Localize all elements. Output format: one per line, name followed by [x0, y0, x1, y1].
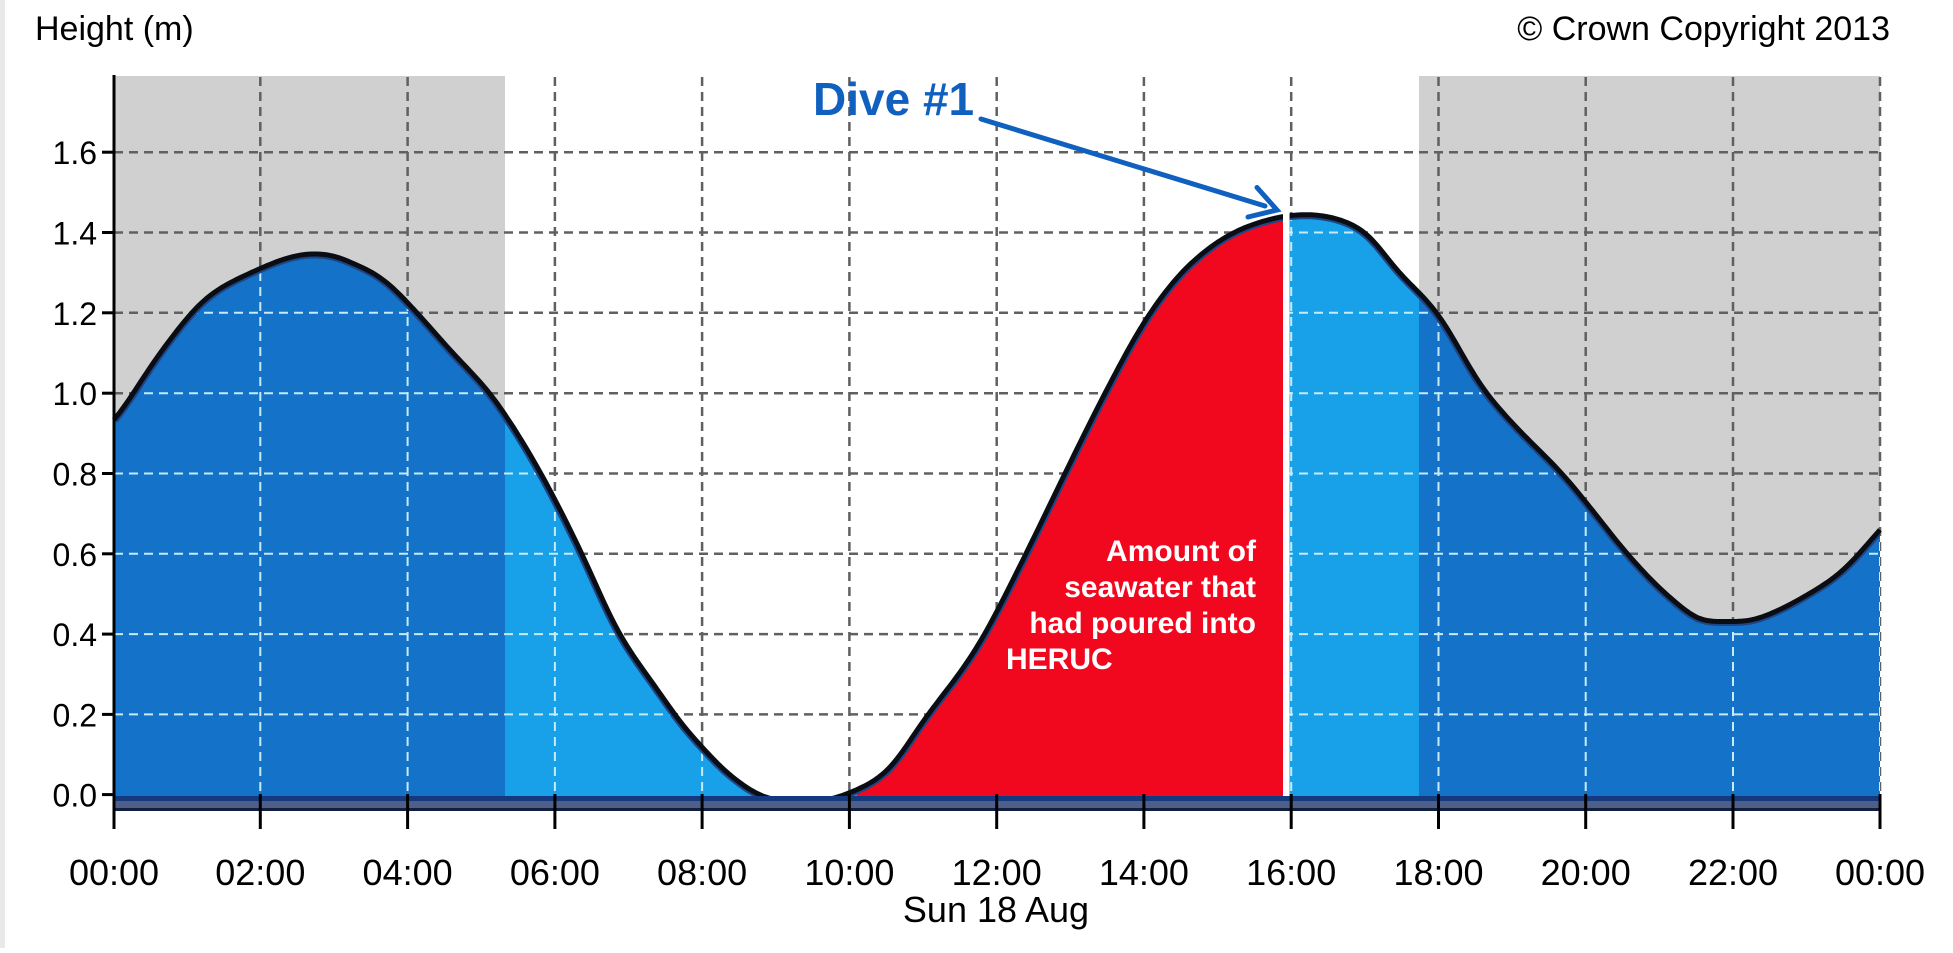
svg-text:1.4: 1.4 — [53, 216, 97, 252]
svg-text:had poured into: had poured into — [1029, 607, 1256, 640]
svg-text:14:00: 14:00 — [1099, 852, 1189, 893]
svg-text:HERUC: HERUC — [1006, 643, 1113, 676]
svg-text:00:00: 00:00 — [69, 852, 159, 893]
svg-text:1.0: 1.0 — [53, 376, 97, 412]
svg-text:Amount of: Amount of — [1106, 535, 1257, 568]
svg-text:1.2: 1.2 — [53, 296, 97, 332]
svg-text:08:00: 08:00 — [657, 852, 747, 893]
svg-text:16:00: 16:00 — [1246, 852, 1336, 893]
svg-text:Dive #1: Dive #1 — [813, 73, 974, 125]
svg-text:0.6: 0.6 — [53, 537, 97, 573]
svg-text:10:00: 10:00 — [804, 852, 894, 893]
svg-text:00:00: 00:00 — [1835, 852, 1925, 893]
svg-text:22:00: 22:00 — [1688, 852, 1778, 893]
svg-text:1.6: 1.6 — [53, 135, 97, 171]
svg-text:06:00: 06:00 — [510, 852, 600, 893]
svg-text:Height (m): Height (m) — [35, 10, 194, 48]
svg-text:12:00: 12:00 — [952, 852, 1042, 893]
svg-text:20:00: 20:00 — [1541, 852, 1631, 893]
svg-text:seawater that: seawater that — [1064, 571, 1256, 604]
svg-text:0.4: 0.4 — [53, 617, 97, 653]
svg-text:0.2: 0.2 — [53, 697, 97, 733]
svg-text:Sun 18 Aug: Sun 18 Aug — [903, 889, 1089, 930]
svg-text:© Crown Copyright 2013: © Crown Copyright 2013 — [1517, 10, 1890, 48]
svg-text:02:00: 02:00 — [215, 852, 305, 893]
svg-text:0.8: 0.8 — [53, 457, 97, 493]
svg-text:0.0: 0.0 — [53, 778, 97, 814]
svg-text:04:00: 04:00 — [363, 852, 453, 893]
svg-text:18:00: 18:00 — [1393, 852, 1483, 893]
